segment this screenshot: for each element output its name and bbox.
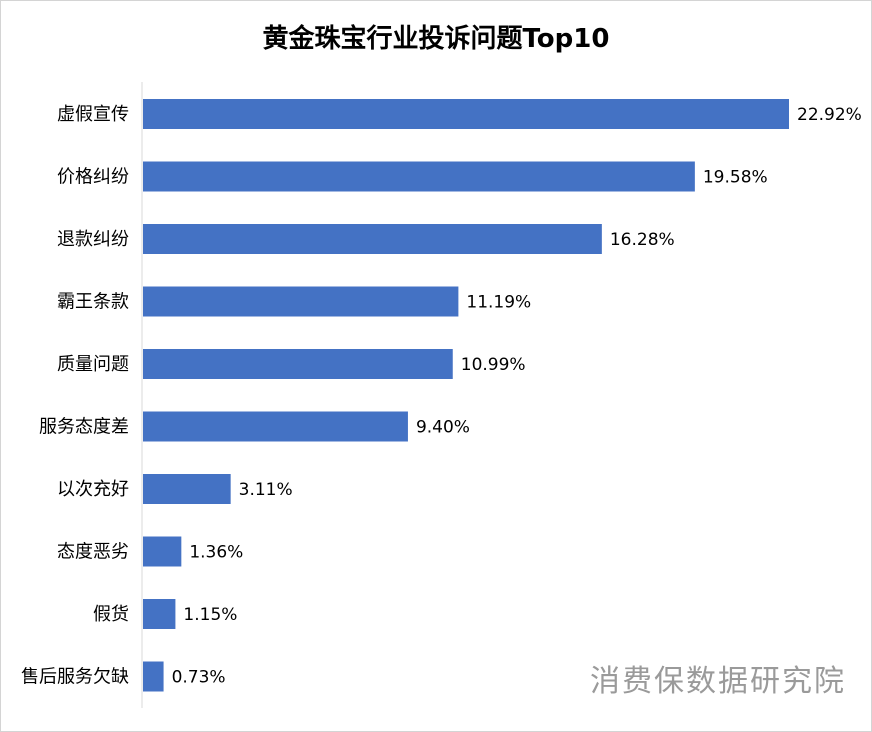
category-label-8: 态度恶劣	[57, 542, 129, 563]
value-label-3: 16.28%	[610, 230, 675, 250]
bar-8	[143, 536, 182, 567]
bar-9	[143, 599, 176, 629]
value-label-4: 11.19%	[466, 293, 531, 313]
category-label-6: 服务态度差	[39, 417, 129, 438]
value-label-10: 0.73%	[172, 668, 226, 688]
value-label-2: 19.58%	[703, 168, 768, 188]
category-label-7: 以次充好	[57, 479, 129, 500]
bar-1	[143, 99, 789, 129]
value-label-9: 1.15%	[183, 605, 237, 625]
category-label-9: 假货	[93, 604, 129, 625]
category-label-4: 霸王条款	[57, 292, 129, 313]
value-label-8: 1.36%	[189, 543, 243, 563]
category-label-10: 售后服务欠缺	[21, 667, 129, 688]
bar-3	[143, 224, 602, 254]
chart-title: 黄金珠宝行业投诉问题Top10	[262, 24, 610, 54]
bar-7	[143, 474, 231, 504]
category-label-3: 退款纠纷	[57, 229, 129, 250]
value-label-1: 22.92%	[797, 105, 862, 125]
bar-4	[143, 286, 459, 317]
category-label-1: 虚假宣传	[57, 104, 129, 125]
watermark: 消费保数据研究院	[590, 664, 846, 699]
bar-2	[143, 161, 695, 192]
category-label-5: 质量问题	[57, 354, 129, 375]
category-label-2: 价格纠纷	[57, 167, 129, 188]
bar-5	[143, 349, 453, 379]
value-label-7: 3.11%	[239, 480, 293, 500]
bar-10	[143, 661, 164, 692]
value-label-6: 9.40%	[416, 418, 470, 438]
bar-6	[143, 411, 408, 442]
value-label-5: 10.99%	[461, 355, 526, 375]
